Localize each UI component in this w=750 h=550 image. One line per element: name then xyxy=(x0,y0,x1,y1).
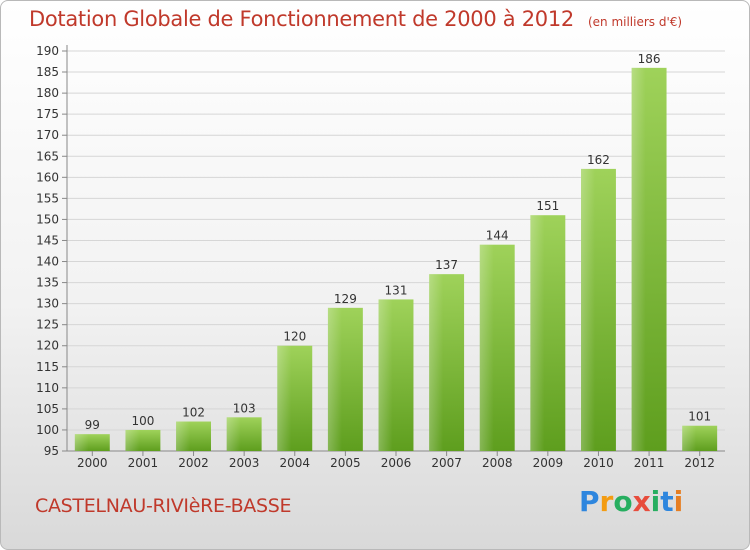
y-tick-label: 120 xyxy=(36,339,59,353)
y-tick-label: 95 xyxy=(44,444,59,458)
bar-value-label: 100 xyxy=(131,414,154,428)
logo-letter: x xyxy=(632,485,651,518)
y-tick-label: 155 xyxy=(36,191,59,205)
y-tick-label: 190 xyxy=(36,44,59,58)
y-tick-label: 185 xyxy=(36,65,59,79)
labels: 95 100 105 110 115 120 125 130 135 140 145 150 155 16… xyxy=(36,44,715,470)
y-tick-label: 180 xyxy=(36,86,59,100)
bar-value-label: 137 xyxy=(435,258,458,272)
bar-value-label: 99 xyxy=(85,418,100,432)
chart-title-text: Dotation Globale de Fonctionnement de 20… xyxy=(29,7,574,31)
bar-highlight xyxy=(479,244,515,451)
bar-value-label: 144 xyxy=(486,229,509,243)
bar-highlight xyxy=(378,299,414,451)
y-tick-label: 100 xyxy=(36,423,59,437)
bar-value-label: 103 xyxy=(233,401,256,415)
bar-highlight xyxy=(327,307,363,451)
y-tick-label: 105 xyxy=(36,402,59,416)
y-tick-label: 115 xyxy=(36,360,59,374)
bar-highlight xyxy=(682,425,718,451)
x-tick-label: 2003 xyxy=(229,456,260,470)
x-tick-label: 2010 xyxy=(583,456,614,470)
logo-letter: i xyxy=(673,485,684,518)
logo-letter: P xyxy=(579,485,600,518)
x-tick-label: 2001 xyxy=(128,456,159,470)
x-tick-label: 2008 xyxy=(482,456,513,470)
bar-highlight xyxy=(580,168,616,452)
bar-value-label: 186 xyxy=(638,52,661,66)
y-tick-label: 110 xyxy=(36,381,59,395)
bar-highlight xyxy=(125,429,161,451)
y-tick-label: 160 xyxy=(36,170,59,184)
bars xyxy=(74,67,718,452)
x-tick-label: 2002 xyxy=(178,456,209,470)
bar-highlight xyxy=(631,67,667,451)
bar-highlight xyxy=(429,274,465,451)
bar-highlight xyxy=(530,215,566,451)
x-tick-label: 2009 xyxy=(533,456,564,470)
bar-value-label: 101 xyxy=(688,410,711,424)
y-tick-label: 170 xyxy=(36,128,59,142)
bar-value-label: 131 xyxy=(385,283,408,297)
x-tick-label: 2000 xyxy=(77,456,108,470)
bar-highlight xyxy=(74,434,110,451)
y-tick-label: 145 xyxy=(36,233,59,247)
x-tick-label: 2012 xyxy=(684,456,715,470)
bar-highlight xyxy=(226,417,262,451)
logo-letter: i xyxy=(650,485,661,518)
bar-highlight xyxy=(277,345,313,451)
bar-value-label: 102 xyxy=(182,406,205,420)
x-tick-label: 2004 xyxy=(279,456,310,470)
y-tick-label: 135 xyxy=(36,276,59,290)
x-tick-label: 2011 xyxy=(634,456,665,470)
chart-unit: (en milliers d'€) xyxy=(587,15,683,29)
y-tick-label: 175 xyxy=(36,107,59,121)
logo-letter: o xyxy=(613,485,633,518)
y-tick-label: 140 xyxy=(36,255,59,269)
x-tick-label: 2006 xyxy=(381,456,412,470)
town-name: CASTELNAU-RIVIèRE-BASSE xyxy=(35,495,292,517)
y-tick-label: 165 xyxy=(36,149,59,163)
bar-value-label: 129 xyxy=(334,292,357,306)
bar-highlight xyxy=(176,421,212,451)
x-tick-label: 2005 xyxy=(330,456,361,470)
x-tick-label: 2007 xyxy=(431,456,462,470)
bar-value-label: 162 xyxy=(587,153,610,167)
y-tick-label: 150 xyxy=(36,212,59,226)
bar-value-label: 120 xyxy=(283,330,306,344)
y-tick-label: 130 xyxy=(36,297,59,311)
bar-value-label: 151 xyxy=(536,199,559,213)
chart-title: Dotation Globale de Fonctionnement de 20… xyxy=(29,7,682,31)
logo-letter: t xyxy=(660,485,674,518)
proxiti-logo: Proxiti xyxy=(579,485,683,518)
y-tick-label: 125 xyxy=(36,318,59,332)
logo-letter: r xyxy=(599,485,614,518)
